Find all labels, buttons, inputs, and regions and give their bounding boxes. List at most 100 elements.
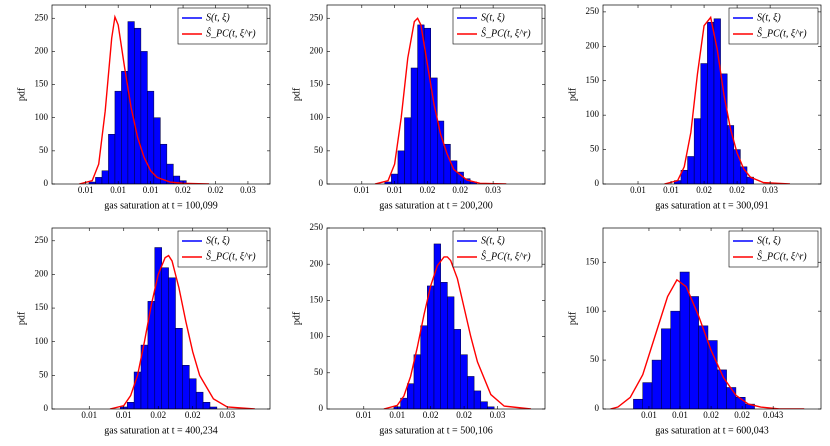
bar <box>126 402 135 409</box>
x-axis-label: gas saturation at t = 300,091 <box>655 200 768 211</box>
bar <box>687 156 695 184</box>
x-tick-label: 0.02 <box>696 185 712 195</box>
bar <box>735 397 746 409</box>
bar <box>642 382 653 409</box>
legend-box <box>452 230 543 268</box>
legend-label: S(t, ξ) <box>481 235 505 246</box>
bar <box>133 371 142 409</box>
x-axis-label: gas saturation at t = 500,106 <box>379 425 492 436</box>
x-tick-label: 0.03 <box>762 185 778 195</box>
x-axis-label: gas saturation at t = 400,234 <box>104 425 217 436</box>
y-tick-label: 0 <box>595 403 600 413</box>
bar <box>202 402 211 409</box>
legend-label: S(t, ξ) <box>481 12 505 23</box>
legend-label: S(t, ξ) <box>206 235 230 246</box>
legend-label: Ŝ_PC(t, ξ^r) <box>757 27 807 39</box>
bar <box>397 150 405 184</box>
pdf-curve <box>109 254 255 409</box>
axes-frame <box>326 4 546 185</box>
legend-label: Ŝ_PC(t, ξ^r) <box>481 250 531 262</box>
bar <box>406 383 415 409</box>
x-tick-label: 0.01 <box>116 410 132 420</box>
bar <box>670 310 681 409</box>
y-axis-label: pdf <box>567 87 578 101</box>
x-tick-label: 0.01 <box>356 410 372 420</box>
bar <box>679 271 690 409</box>
y-tick-label: 250 <box>35 235 49 245</box>
legend-box <box>452 7 543 45</box>
bar <box>693 118 702 184</box>
bar <box>134 27 142 184</box>
legend-label: Ŝ_PC(t, ξ^r) <box>206 27 256 39</box>
bar <box>95 177 103 184</box>
y-tick-label: 100 <box>310 112 324 122</box>
bar <box>420 325 428 409</box>
y-tick-label: 200 <box>35 268 49 278</box>
y-tick-label: 50 <box>590 354 600 364</box>
bar <box>443 143 451 184</box>
y-tick-label: 250 <box>586 6 600 16</box>
legend-label: S(t, ξ) <box>757 235 781 246</box>
bar <box>713 18 721 184</box>
x-tick-label: 0.02 <box>452 185 468 195</box>
x-tick-label: 0.01 <box>389 410 405 420</box>
y-tick-label: 0 <box>44 178 49 188</box>
y-tick-label: 200 <box>35 45 49 55</box>
y-tick-label: 200 <box>310 45 324 55</box>
axes-frame <box>51 4 271 185</box>
x-tick-label: 0.01 <box>387 185 403 195</box>
pdf-curve <box>374 17 507 184</box>
legend-box <box>728 230 819 268</box>
y-axis-label: pdf <box>16 87 27 101</box>
legend-label: S(t, ξ) <box>206 12 230 23</box>
bar <box>404 117 412 184</box>
bar <box>114 90 122 184</box>
bar <box>437 120 445 184</box>
bar <box>487 406 495 409</box>
plot-area <box>109 247 255 409</box>
y-tick-label: 50 <box>39 369 49 379</box>
bar <box>427 285 435 409</box>
x-tick-label: 0.02 <box>420 185 436 195</box>
pdf-curve <box>610 278 805 409</box>
x-axis-label: gas saturation at t = 100,099 <box>104 200 217 211</box>
bar <box>173 175 181 184</box>
bar <box>108 134 116 184</box>
pdf-curve <box>383 256 532 409</box>
y-tick-label: 100 <box>586 109 600 119</box>
y-tick-label: 50 <box>590 144 600 154</box>
bar <box>417 24 425 184</box>
bar <box>433 243 441 409</box>
y-tick-label: 150 <box>586 75 600 85</box>
plot-area <box>610 271 805 409</box>
plot-area <box>383 243 532 409</box>
y-axis-label: pdf <box>291 87 302 101</box>
x-tick-label: 0.01 <box>663 185 679 195</box>
axes-frame <box>51 227 271 410</box>
legend-label: Ŝ_PC(t, ξ^r) <box>206 250 256 262</box>
y-tick-label: 150 <box>310 79 324 89</box>
x-tick-label: 0.01 <box>78 185 94 195</box>
x-tick-label: 0.02 <box>734 410 750 420</box>
bar <box>467 376 475 409</box>
bar <box>154 247 162 409</box>
legend-label: Ŝ_PC(t, ξ^r) <box>481 27 531 39</box>
x-tick-label: 0.01 <box>143 185 159 195</box>
legend-box <box>728 7 819 45</box>
x-tick-label: 0.02 <box>423 410 439 420</box>
bar <box>182 365 190 409</box>
y-tick-label: 100 <box>35 112 49 122</box>
bar <box>209 406 218 409</box>
y-tick-label: 50 <box>314 367 324 377</box>
y-axis-label: pdf <box>567 311 578 325</box>
y-tick-label: 250 <box>310 12 324 22</box>
bar <box>166 163 174 184</box>
bar <box>101 170 109 184</box>
bar <box>480 401 488 409</box>
bar <box>633 398 643 409</box>
y-tick-label: 100 <box>586 305 600 315</box>
y-tick-label: 100 <box>310 331 324 341</box>
legend-box <box>177 230 268 268</box>
y-tick-label: 0 <box>319 178 324 188</box>
axes-frame <box>326 227 546 410</box>
